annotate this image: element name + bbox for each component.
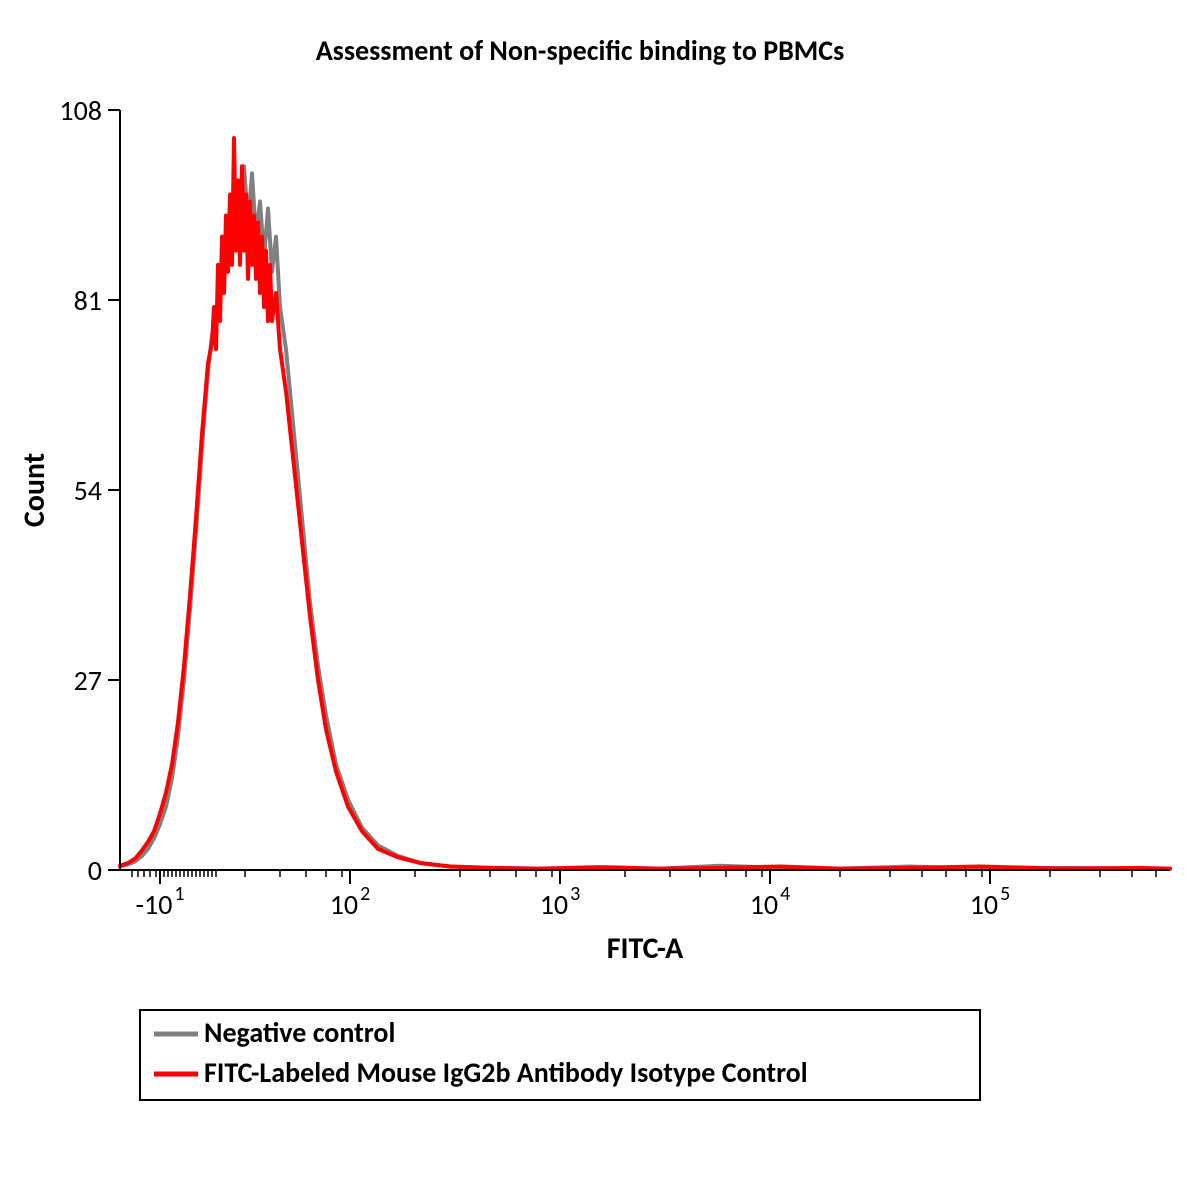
plot-area bbox=[120, 138, 1170, 868]
y-tick-label: 54 bbox=[74, 473, 102, 508]
series-0 bbox=[120, 166, 1170, 868]
x-tick-label: 103 bbox=[540, 882, 581, 922]
y-tick-label: 27 bbox=[74, 663, 102, 698]
x-tick-label: 102 bbox=[330, 882, 371, 922]
legend-label: Negative control bbox=[204, 1015, 395, 1050]
x-tick-label: -101 bbox=[135, 882, 184, 922]
chart-title: Assessment of Non-specific binding to PB… bbox=[316, 33, 845, 68]
legend-label: FITC-Labeled Mouse IgG2b Antibody Isotyp… bbox=[204, 1055, 808, 1090]
legend: Negative control FITC-Labeled Mouse IgG2b… bbox=[140, 1010, 980, 1100]
y-axis-label: Count bbox=[16, 453, 53, 527]
x-axis-label: FITC-A bbox=[607, 930, 684, 967]
y-tick-label: 0 bbox=[88, 853, 102, 888]
y-tick-label: 108 bbox=[59, 93, 102, 128]
x-tick-label: 104 bbox=[750, 882, 791, 922]
y-tick-label: 81 bbox=[74, 283, 102, 318]
x-tick-label: 105 bbox=[970, 882, 1011, 922]
flow-histogram-chart: Assessment of Non-specific binding to PB… bbox=[0, 0, 1204, 1204]
